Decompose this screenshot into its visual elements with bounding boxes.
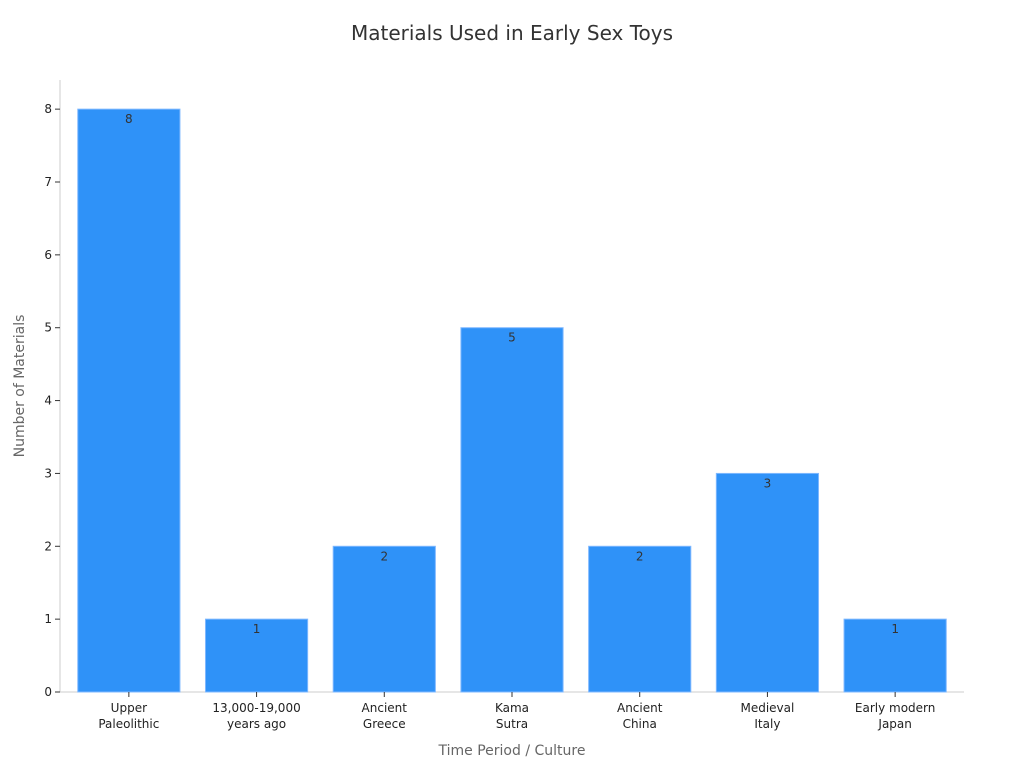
x-tick-label-line: Ancient — [617, 701, 663, 715]
x-tick-label: 13,000-19,000 years ago — [212, 701, 300, 731]
bar-value-label: 1 — [891, 622, 899, 636]
plot-area: 0 1 2 3 4 5 6 7 8 8 Upper Paleolithic 1 13,000-19,000… — [44, 80, 964, 731]
y-tick-label: 5 — [44, 321, 52, 335]
x-tick-label-line: years ago — [227, 717, 286, 731]
x-tick-label-line: Ancient — [362, 701, 408, 715]
x-tick-label-line: Italy — [754, 717, 780, 731]
x-tick-label-line: Upper — [111, 701, 147, 715]
x-tick-label-line: Sutra — [496, 717, 528, 731]
bar-value-label: 2 — [636, 549, 644, 563]
x-tick-label-line: Japan — [877, 717, 911, 731]
chart-title: Materials Used in Early Sex Toys — [351, 21, 673, 45]
x-tick-label: Medieval Italy — [740, 701, 794, 731]
bar — [332, 545, 436, 693]
x-tick-label-line: 13,000-19,000 — [212, 701, 300, 715]
x-tick-label-line: Paleolithic — [98, 717, 159, 731]
y-tick-label: 1 — [44, 612, 52, 626]
bar — [204, 618, 309, 693]
x-tick-label: Upper Paleolithic — [98, 701, 159, 731]
bar-value-label: 3 — [764, 476, 772, 490]
bar — [588, 545, 692, 693]
y-tick-label: 2 — [44, 539, 52, 553]
bar-value-label: 2 — [380, 549, 388, 563]
x-tick-label: Early modern Japan — [855, 701, 935, 731]
x-axis-label: Time Period / Culture — [438, 743, 586, 759]
bar — [715, 472, 820, 693]
y-tick-label: 4 — [44, 394, 52, 408]
x-tick-label: Kama Sutra — [495, 701, 529, 731]
bar-value-label: 8 — [125, 112, 133, 126]
x-tick-label-line: Medieval — [740, 701, 794, 715]
y-tick-label: 8 — [44, 102, 52, 116]
bar — [77, 108, 181, 693]
x-tick-label-line: Greece — [363, 717, 406, 731]
x-tick-label-line: Early modern — [855, 701, 935, 715]
bar-value-label: 1 — [253, 622, 261, 636]
y-tick-label: 6 — [44, 248, 52, 262]
x-tick-label-line: Kama — [495, 701, 529, 715]
y-tick-label: 0 — [44, 685, 52, 699]
bar-value-label: 5 — [508, 331, 516, 345]
x-tick-label: Ancient China — [617, 701, 663, 731]
bar — [460, 327, 564, 693]
x-tick-label: Ancient Greece — [362, 701, 408, 731]
y-tick-label: 3 — [44, 466, 52, 480]
y-tick-label: 7 — [44, 175, 52, 189]
bar — [843, 618, 947, 693]
x-tick-label-line: China — [623, 717, 657, 731]
y-axis-label: Number of Materials — [12, 315, 28, 458]
